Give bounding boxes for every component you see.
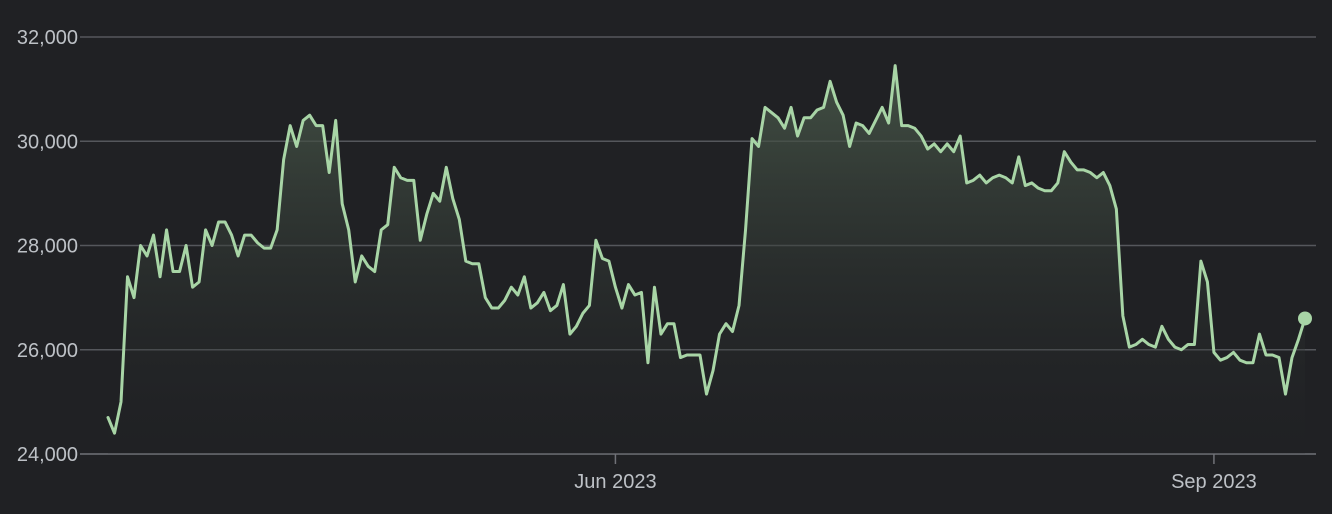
series-line-0: [106, 64, 1307, 435]
x-axis: [614, 454, 1215, 464]
series-area-0: [108, 65, 1305, 455]
last-point-marker[interactable]: [1298, 311, 1312, 326]
y-tick-label-24000: 24,000: [17, 444, 78, 466]
y-tick-label-32000: 32,000: [17, 27, 78, 49]
series-line-layer: [106, 64, 1307, 435]
y-tick-label-30000: 30,000: [17, 131, 78, 153]
y-tick-label-28000: 28,000: [17, 236, 78, 258]
x-tick-label-1: Sep 2023: [1171, 471, 1257, 493]
y-tick-labels: 24,000 26,000 28,000 30,000 32,000: [17, 27, 78, 466]
area-fill-layer: [108, 65, 1305, 455]
last-point-layer: [1298, 311, 1312, 326]
y-tick-label-26000: 26,000: [17, 340, 78, 362]
x-tick-labels: Jun 2023 Sep 2023: [574, 471, 1256, 493]
x-tick-label-0: Jun 2023: [574, 471, 656, 493]
